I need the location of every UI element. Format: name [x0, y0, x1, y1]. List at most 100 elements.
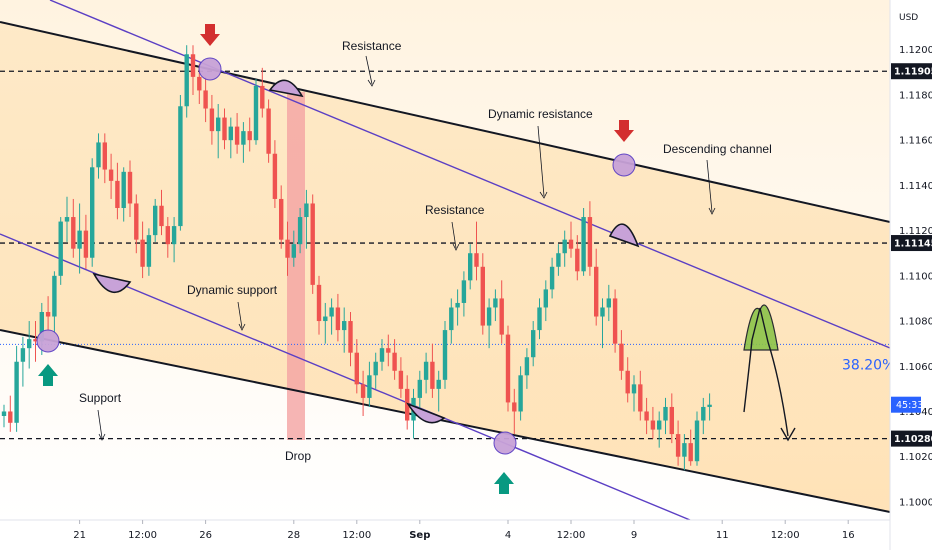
- fib-label: 38.20%: [842, 357, 895, 373]
- x-tick-label: 12:00: [557, 530, 586, 541]
- candle-body: [190, 54, 196, 77]
- candle-body: [102, 142, 107, 170]
- candle-body: [360, 384, 366, 398]
- candle-body: [480, 266, 485, 326]
- candle-body: [197, 76, 202, 91]
- y-tick-label: 1.11400: [899, 181, 932, 192]
- candle-body: [297, 217, 303, 245]
- candle-body: [398, 370, 404, 389]
- candle-body: [121, 171, 126, 208]
- candle-body: [442, 330, 448, 380]
- candle-body: [234, 126, 240, 145]
- candle-body: [184, 54, 189, 107]
- candle-body: [587, 217, 593, 267]
- lower-touch-mark: [405, 402, 446, 424]
- candle-body: [14, 361, 19, 423]
- x-tick-label: 12:00: [342, 530, 371, 541]
- candle-body: [707, 404, 712, 407]
- candle-body: [228, 126, 233, 141]
- candle-body: [556, 253, 561, 267]
- candle-body: [568, 239, 574, 249]
- channel-fill: [0, 22, 890, 512]
- candle-body: [449, 307, 454, 331]
- x-tick-label: 26: [199, 530, 212, 541]
- price-label-text: 1.10280: [894, 434, 932, 445]
- signal-arrows: [38, 24, 634, 494]
- y-tick-label: 1.11800: [899, 90, 932, 101]
- candle-body: [493, 298, 498, 308]
- up-arrow-icon: [38, 364, 58, 386]
- candle-body: [657, 420, 662, 430]
- candle-body: [304, 203, 309, 218]
- candle-body: [423, 361, 429, 380]
- candle-body: [612, 298, 618, 344]
- candle-body: [33, 339, 38, 342]
- candle-body: [1, 411, 7, 416]
- candle-body: [247, 131, 252, 141]
- projection-path: [743, 307, 789, 437]
- annotation-pointer: [97, 409, 106, 441]
- y-tick-label: 1.11000: [899, 271, 932, 282]
- drop-zone: [287, 92, 305, 440]
- bottom-circle: [36, 329, 60, 353]
- candle-body: [631, 384, 637, 394]
- candle-body: [8, 411, 13, 423]
- candle-body: [701, 406, 706, 421]
- top-circle: [198, 57, 222, 81]
- x-tick-label: 28: [287, 530, 300, 541]
- countdown-text: 45:33: [896, 400, 923, 411]
- support-touch-mark: [92, 272, 132, 293]
- candle-body: [285, 239, 290, 258]
- candle-body: [178, 106, 183, 227]
- candle-body: [90, 167, 95, 258]
- annotation-label: Dynamic resistance: [488, 107, 593, 121]
- annotation-label: Resistance: [425, 203, 485, 217]
- candle-body: [354, 352, 359, 385]
- candle-body: [694, 420, 700, 462]
- candle-body: [64, 217, 70, 222]
- down-arrow-icon: [614, 120, 634, 142]
- y-tick-label: 1.12000: [899, 45, 932, 56]
- candle-body: [392, 352, 397, 371]
- candle-body: [20, 348, 26, 362]
- candle-body: [348, 321, 353, 353]
- annotation-label: Support: [79, 391, 122, 405]
- candle-body: [71, 217, 76, 249]
- candle-body: [159, 205, 164, 227]
- annotations: Resistance Dynamic resistance Descending…: [79, 39, 772, 463]
- annotation-label: Drop: [285, 449, 311, 463]
- candle-body: [619, 343, 624, 371]
- bottom-circle: [493, 431, 517, 455]
- candle-body: [153, 205, 158, 236]
- y-tick-label: 1.10600: [899, 362, 932, 373]
- y-tick-label: 1.11600: [899, 136, 932, 147]
- annotation-pointer: [365, 55, 376, 87]
- candles: [1, 45, 712, 471]
- annotation-pointer: [537, 125, 548, 199]
- top-circle: [612, 153, 636, 177]
- candle-body: [323, 316, 328, 322]
- x-axis-background: [0, 520, 890, 550]
- candle-body: [581, 217, 586, 272]
- candle-body: [512, 402, 517, 412]
- currency-label: USD: [899, 13, 918, 23]
- candle-body: [543, 289, 548, 308]
- candle-body: [335, 307, 341, 331]
- x-tick-label: Sep: [409, 530, 430, 541]
- candle-body: [461, 280, 467, 303]
- candle-body: [474, 253, 479, 267]
- candle-body: [77, 230, 82, 249]
- x-tick-label: 12:00: [771, 530, 800, 541]
- candle-body: [575, 248, 580, 272]
- candle-body: [373, 361, 378, 376]
- candle-body: [455, 302, 460, 308]
- candle-body: [499, 298, 504, 335]
- candle-body: [417, 379, 422, 398]
- candle-body: [650, 420, 656, 430]
- candle-body: [127, 171, 133, 204]
- candle-body: [663, 406, 668, 421]
- candle-body: [140, 239, 145, 267]
- candle-body: [146, 235, 152, 267]
